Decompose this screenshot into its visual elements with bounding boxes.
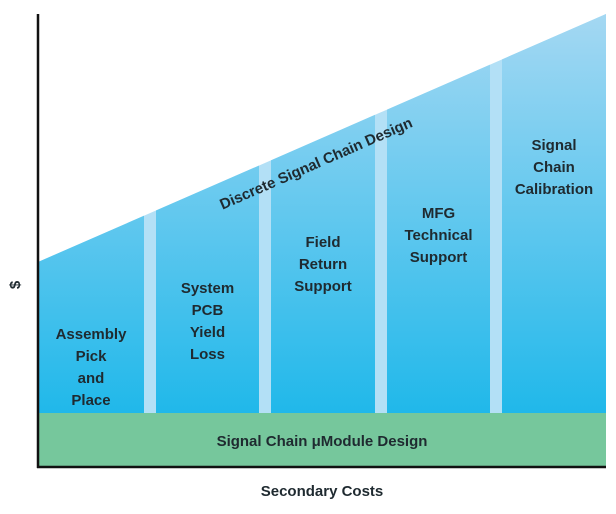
column-label: System bbox=[181, 280, 234, 297]
column-label: Support bbox=[294, 278, 352, 295]
column-label: MFG bbox=[422, 205, 455, 222]
x-axis-label: Secondary Costs bbox=[261, 483, 384, 500]
cost-column bbox=[271, 14, 375, 414]
column-label: Field bbox=[305, 234, 340, 251]
column-label: Signal bbox=[531, 137, 576, 154]
column-label: and bbox=[78, 370, 105, 387]
column-label: Return bbox=[299, 256, 347, 273]
cost-columns bbox=[38, 14, 606, 414]
column-label: Place bbox=[71, 392, 110, 409]
column-label: Calibration bbox=[515, 181, 593, 198]
cost-column bbox=[502, 14, 606, 414]
column-label: Assembly bbox=[56, 326, 128, 343]
y-axis-label: $ bbox=[7, 280, 24, 289]
base-label: Signal Chain μModule Design bbox=[217, 433, 428, 450]
column-label: Loss bbox=[190, 346, 225, 363]
column-label: Chain bbox=[533, 159, 575, 176]
column-label: Yield bbox=[190, 324, 225, 341]
column-label: Pick bbox=[76, 348, 108, 365]
column-label: Support bbox=[410, 249, 468, 266]
column-label: PCB bbox=[192, 302, 224, 319]
base-band bbox=[38, 413, 606, 467]
column-label: Technical bbox=[404, 227, 472, 244]
